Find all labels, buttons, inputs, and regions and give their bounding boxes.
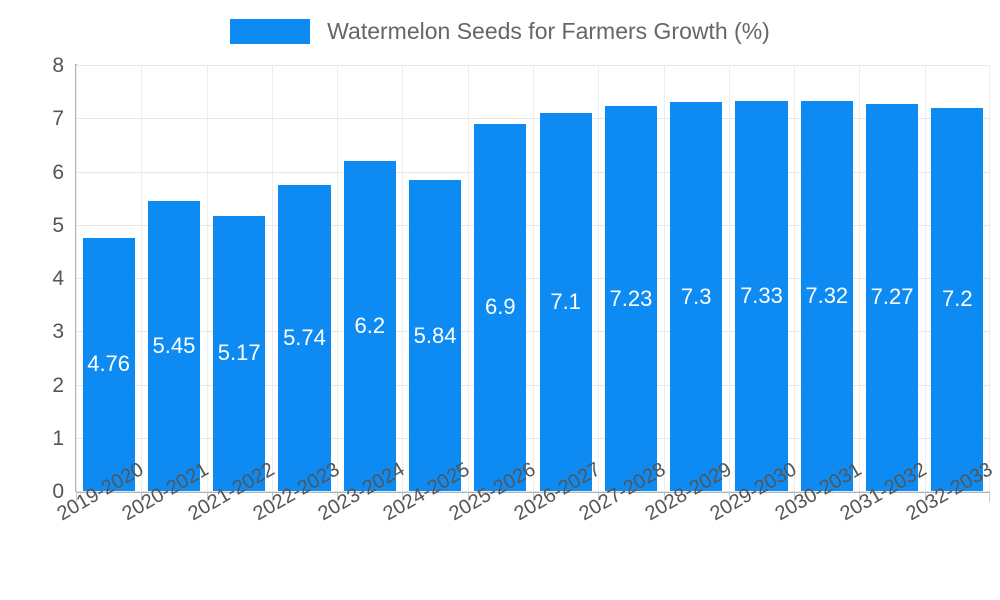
bar-group: 7.33 <box>735 65 788 491</box>
x-axis-tick-mark <box>728 493 730 502</box>
gridline-vertical <box>141 65 143 491</box>
x-axis-tick-mark <box>271 493 273 502</box>
gridline-vertical <box>989 65 990 491</box>
gridline-vertical <box>467 65 469 491</box>
y-axis-tick-label: 1 <box>52 426 64 450</box>
bar-group: 7.2 <box>931 65 984 491</box>
gridline-vertical <box>794 65 796 491</box>
y-axis-tick-label: 7 <box>52 107 64 131</box>
bar[interactable] <box>800 101 853 491</box>
bar-group: 7.3 <box>670 65 723 491</box>
gridline-vertical <box>402 65 404 491</box>
bar[interactable] <box>343 160 396 491</box>
legend-label: Watermelon Seeds for Farmers Growth (%) <box>327 17 770 44</box>
y-axis-tick-label: 2 <box>52 373 64 397</box>
x-axis-tick-mark <box>859 493 861 502</box>
bar-group: 5.45 <box>147 65 201 491</box>
bar[interactable] <box>604 106 658 491</box>
x-axis-tick-mark <box>206 493 208 502</box>
legend-entry[interactable]: Watermelon Seeds for Farmers Growth (%) <box>230 17 770 44</box>
gridline-vertical <box>728 65 730 491</box>
chart-legend: Watermelon Seeds for Farmers Growth (%) <box>0 12 1000 50</box>
gridline-vertical <box>271 65 273 491</box>
gridline-vertical <box>859 65 861 491</box>
bar[interactable] <box>865 103 919 491</box>
y-axis-tick-label: 8 <box>52 54 64 77</box>
gridline-vertical <box>924 65 926 491</box>
x-axis-tick-mark <box>337 493 339 502</box>
bar[interactable] <box>213 215 266 491</box>
x-axis-line <box>76 491 990 493</box>
bar-group: 7.27 <box>865 65 919 491</box>
bar[interactable] <box>278 185 331 491</box>
legend-color-swatch <box>230 18 311 44</box>
bar[interactable] <box>474 123 527 491</box>
bar[interactable] <box>670 102 723 491</box>
bar-group: 5.84 <box>408 65 462 491</box>
gridline-vertical <box>663 65 665 491</box>
x-axis-tick-mark <box>402 493 404 502</box>
y-axis-tick-label: 0 <box>52 480 64 503</box>
x-axis-tick-mark <box>663 493 665 502</box>
x-axis-tick-mark <box>141 493 143 502</box>
bar[interactable] <box>539 112 592 491</box>
gridline-vertical <box>76 65 77 491</box>
gridline-vertical <box>337 65 339 491</box>
x-axis-tick-mark <box>76 493 77 502</box>
x-axis-tick-mark <box>533 493 534 502</box>
gridline-vertical <box>533 65 534 491</box>
bar-group: 6.9 <box>474 65 527 491</box>
x-axis-tick-mark <box>794 493 796 502</box>
bar-group: 7.1 <box>539 65 592 491</box>
x-axis-tick-mark <box>924 493 926 502</box>
bar[interactable] <box>82 237 135 491</box>
bar[interactable] <box>735 100 788 491</box>
plot-area: 4.76 5.45 5.17 5.74 6.2 5.84 6.9 7.1 7.23 7.3 7.33… <box>76 65 990 492</box>
bar-group: 7.32 <box>800 65 853 491</box>
bar-group: 4.76 <box>82 65 135 491</box>
gridline-vertical <box>206 65 208 491</box>
bar-group: 5.17 <box>213 65 266 491</box>
x-axis-tick-mark <box>467 493 469 502</box>
bar[interactable] <box>147 200 201 491</box>
x-axis-tick-mark <box>598 493 600 502</box>
gridline-horizontal <box>76 491 990 492</box>
x-axis-tick-mark <box>989 493 990 502</box>
y-axis-tick-labels: 0 1 2 3 4 5 6 7 8 <box>0 0 64 600</box>
y-axis-tick-label: 3 <box>52 320 64 344</box>
gridline-vertical <box>598 65 600 491</box>
bar-group: 7.23 <box>604 65 658 491</box>
y-axis-tick-label: 5 <box>52 213 64 237</box>
bar-group: 6.2 <box>343 65 396 491</box>
y-axis-tick-label: 6 <box>52 160 64 184</box>
bar[interactable] <box>931 107 984 491</box>
y-axis-tick-label: 4 <box>52 267 64 290</box>
bar[interactable] <box>408 180 462 491</box>
bar-group: 5.74 <box>278 65 331 491</box>
